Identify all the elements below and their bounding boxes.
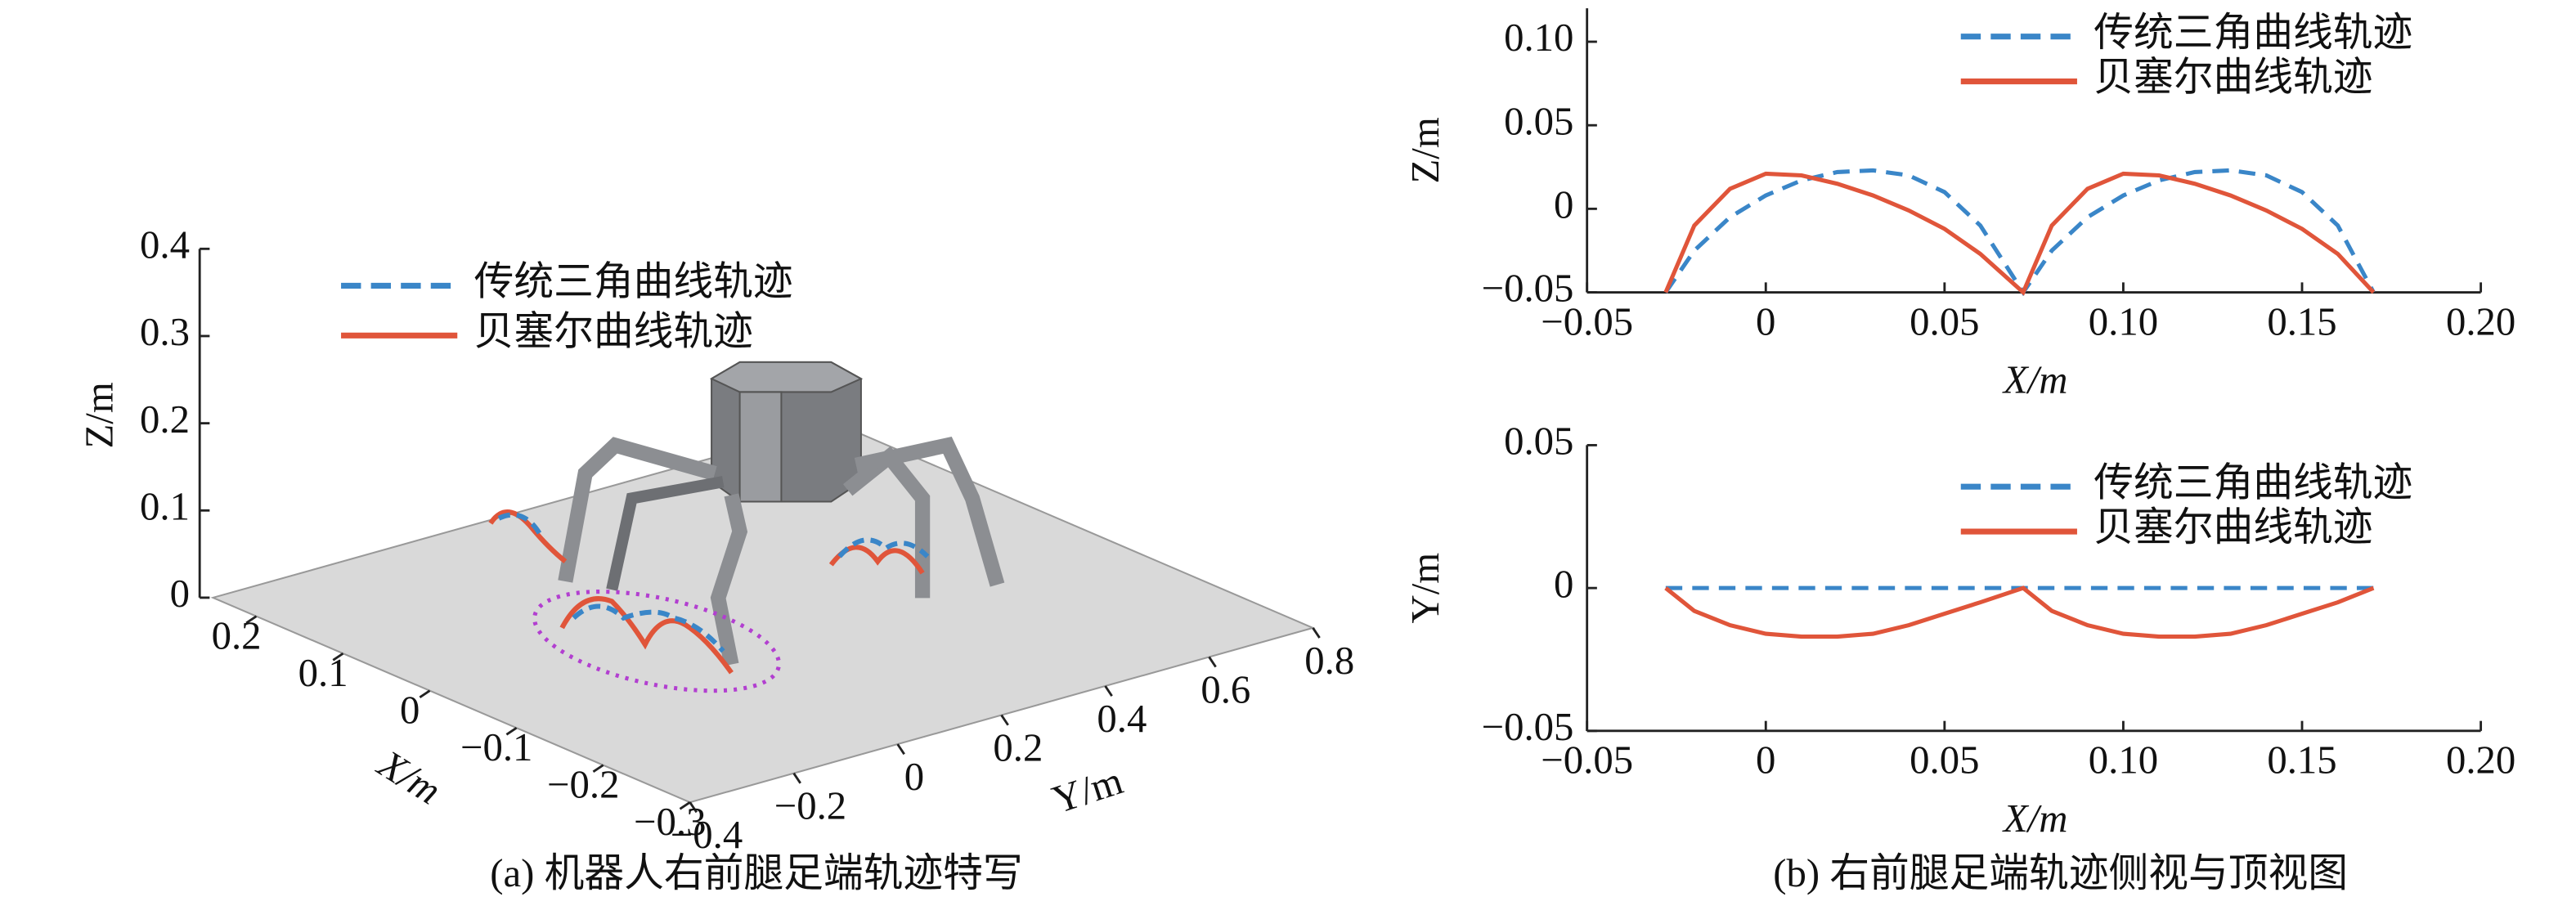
- y-tick: [896, 743, 905, 756]
- y-tick-label: −0.05: [1482, 705, 1574, 749]
- robot-leg: [854, 436, 1005, 587]
- x-tick-label: 0: [1756, 738, 1775, 783]
- y-tick-label: 0.10: [1504, 16, 1573, 60]
- y-tick-label: −0.05: [1482, 267, 1574, 311]
- y-tick: [1000, 714, 1009, 726]
- legend-label: 传统三角曲线轨迹: [474, 260, 793, 304]
- z-tick-label: 0.2: [140, 397, 190, 442]
- x-tick-label: −0.2: [547, 762, 619, 806]
- trajectory-sketch: [488, 509, 568, 564]
- caption: (b) 右前腿足端轨迹侧视与顶视图: [1773, 851, 2348, 895]
- x-tick-label: 0: [1756, 299, 1775, 343]
- z-tick-label: 0.3: [140, 310, 190, 354]
- robot-body-face: [738, 391, 783, 503]
- x-axis-label: X/m: [2002, 796, 2068, 841]
- robot-illustration: [558, 361, 1005, 666]
- x-tick-label: 0.10: [2089, 299, 2158, 343]
- x-tick: [245, 615, 258, 624]
- x-tick-label: −0.3: [634, 800, 706, 844]
- data-line: [1663, 171, 2376, 296]
- y-tick-label: 0.05: [1504, 419, 1573, 464]
- data-line: [1664, 585, 2375, 639]
- x-tick: [592, 764, 604, 774]
- robot-body-top: [709, 361, 864, 393]
- robot-leg: [606, 476, 725, 591]
- y-tick-label: 0.6: [1200, 667, 1250, 711]
- trajectory-sketch: [497, 512, 543, 536]
- x-tick-label: 0.2: [212, 613, 262, 657]
- y-tick-label: 0.05: [1504, 99, 1573, 143]
- trajectory-illustration: [488, 509, 930, 693]
- x-tick-label: −0.05: [1541, 299, 1633, 343]
- data-line: [1663, 168, 2376, 297]
- x-tick-label: −0.05: [1541, 738, 1633, 783]
- y-tick: [1104, 685, 1113, 697]
- y-axis-label: Y/m: [1047, 758, 1128, 822]
- y-tick-label: −0.4: [671, 813, 743, 857]
- x-tick-label: 0.10: [2089, 738, 2158, 783]
- y-tick-label: 0: [904, 755, 924, 799]
- x-tick-label: 0.05: [1910, 738, 1979, 783]
- highlight-ellipse: [532, 590, 782, 693]
- y-tick: [1312, 627, 1321, 639]
- x-tick: [419, 689, 431, 698]
- legend-label: 传统三角曲线轨迹: [2094, 460, 2412, 505]
- z-tick-label: 0: [170, 572, 190, 616]
- legend-label: 贝塞尔曲线轨迹: [2094, 505, 2372, 549]
- floor-layer: [198, 247, 1321, 814]
- robot-leg: [842, 446, 931, 599]
- z-tick-label: 0.4: [140, 223, 190, 267]
- y-tick: [792, 772, 801, 784]
- x-tick-label: 0.05: [1910, 299, 1979, 343]
- legend-label: 贝塞尔曲线轨迹: [2094, 56, 2372, 100]
- trajectory-sketch: [559, 596, 734, 675]
- y-axis-label: Y/m: [1403, 553, 1447, 624]
- x-tick: [505, 727, 518, 736]
- x-tick-label: 0.15: [2267, 299, 2336, 343]
- legend-label: 贝塞尔曲线轨迹: [474, 310, 753, 354]
- x-tick-label: 0.15: [2267, 738, 2336, 783]
- y-tick-label: 0.2: [993, 725, 1043, 769]
- robot-leg: [710, 493, 748, 666]
- x-tick: [332, 653, 344, 662]
- robot-leg: [558, 437, 717, 583]
- y-tick-label: 0: [1554, 562, 1573, 606]
- legend-label: 传统三角曲线轨迹: [2094, 11, 2412, 55]
- y-axis-label: Z/m: [1403, 117, 1447, 183]
- x-axis-label: X/m: [370, 741, 449, 813]
- x-tick-label: 0.20: [2446, 738, 2515, 783]
- x-tick-label: 0.20: [2446, 299, 2515, 343]
- x-tick: [679, 801, 691, 810]
- x-tick-label: 0.1: [298, 651, 348, 695]
- z-tick-label: 0.1: [140, 484, 190, 528]
- y-tick: [1208, 656, 1217, 668]
- y-tick-label: 0.4: [1097, 697, 1147, 741]
- x-axis-label: X/m: [2002, 357, 2068, 401]
- y-tick-label: −0.2: [774, 784, 846, 828]
- trajectory-sketch: [572, 603, 725, 653]
- trajectory-sketch: [837, 537, 930, 558]
- x-tick-label: 0: [400, 688, 420, 732]
- y-tick-label: 0.8: [1304, 639, 1354, 683]
- x-tick-label: −0.1: [460, 725, 532, 769]
- y-tick: [689, 801, 698, 814]
- y-tick-label: 0: [1554, 183, 1573, 227]
- z-axis-label: Z/m: [78, 382, 122, 448]
- caption: (a) 机器人右前腿足端轨迹特写: [490, 851, 1022, 895]
